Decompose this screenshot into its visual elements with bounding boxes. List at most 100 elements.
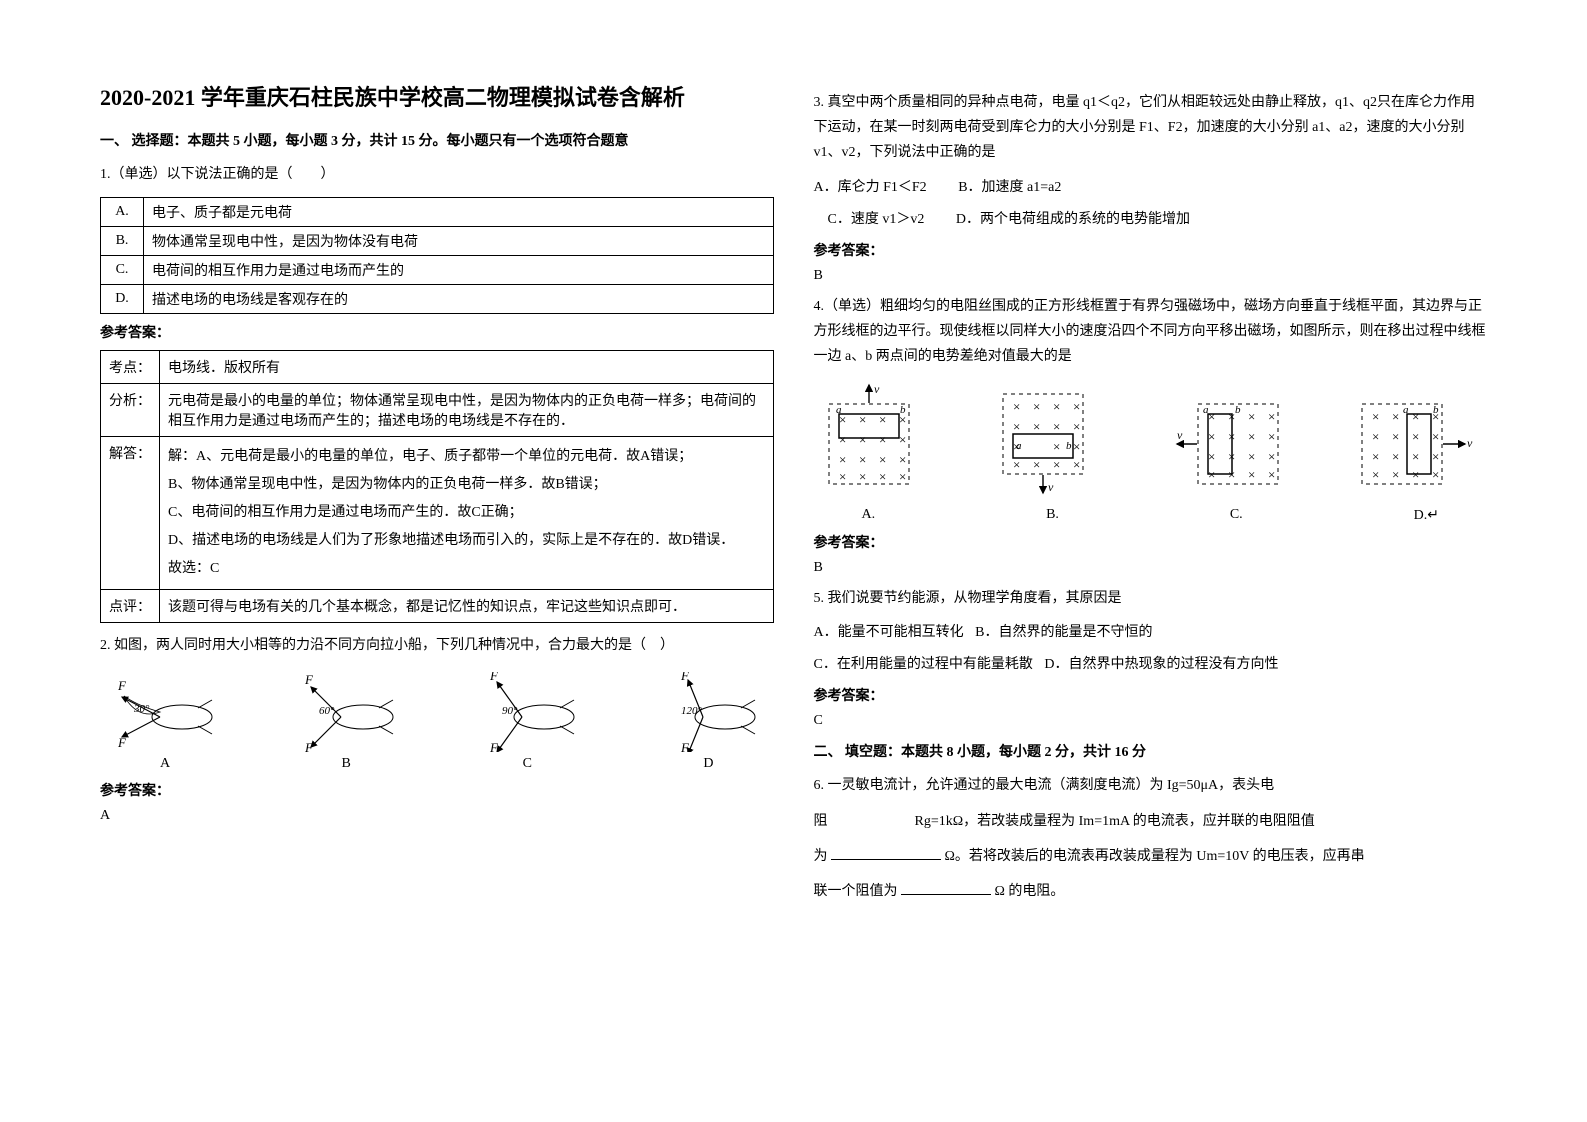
q6-text: Rg=1kΩ，若改装成量程为 Im=1mA 的电流表，应并联的电阻阻值 (915, 814, 1315, 829)
svg-text:×: × (1033, 457, 1040, 472)
q6-line2: 阻 Rg=1kΩ，若改装成量程为 Im=1mA 的电流表，应并联的电阻阻值 (814, 809, 1488, 834)
solve-line: B、物体通常呈现电中性，是因为物体内的正负电荷一样多．故B错误； (168, 471, 765, 499)
frame-fig-b: ×××× ×××× ××× ×××× a b v (988, 379, 1108, 503)
opt-label: A. (101, 198, 144, 227)
q2-answer: A (100, 808, 774, 824)
svg-text:v: v (1177, 428, 1183, 442)
svg-text:×: × (1248, 429, 1255, 444)
q4-cap-b: B. (1046, 507, 1059, 524)
svg-text:×: × (1372, 467, 1379, 482)
q3-options-2: C．速度 v1＞v2 D．两个电荷组成的系统的电势能增加 (814, 208, 1488, 228)
row-label: 解答： (101, 437, 160, 590)
svg-text:×: × (1033, 399, 1040, 414)
svg-text:b: b (900, 404, 906, 416)
opt: C．速度 v1＞v2 (828, 208, 925, 228)
svg-text:×: × (1053, 439, 1060, 454)
row-label: 点评： (101, 590, 160, 623)
opt-text: 物体通常呈现电中性，是因为物体没有电荷 (144, 227, 774, 256)
svg-text:60°: 60° (319, 705, 335, 717)
q3-options-1: A．库仑力 F1＜F2 B．加速度 a1=a2 (814, 176, 1488, 196)
opt: D．自然界中热现象的过程没有方向性 (1044, 653, 1278, 673)
page: 2020-2021 学年重庆石柱民族中学校高二物理模拟试卷含解析 一、 选择题：… (0, 0, 1587, 994)
svg-text:v: v (1467, 436, 1473, 450)
q4-figures: × × × × × × × × × × × × × × × × a b v × × × × × × × × (814, 379, 1488, 503)
svg-text:30°: 30° (133, 703, 150, 715)
solve-line: 故选：C (168, 555, 765, 583)
solve-line: 解：A、元电荷是最小的电量的单位，电子、质子都带一个单位的元电荷．故A错误； (168, 443, 765, 471)
svg-text:×: × (1432, 449, 1439, 464)
q6-text: 为 (814, 849, 828, 864)
svg-text:×: × (1053, 419, 1060, 434)
svg-text:F: F (680, 672, 690, 683)
frame-fig-c: ×××× ×××× ×××× ×××× a b v (1163, 389, 1293, 503)
q2-figures: F F 30° A F F 60° (100, 672, 774, 772)
svg-text:F: F (117, 735, 127, 750)
left-column: 2020-2021 学年重庆石柱民族中学校高二物理模拟试卷含解析 一、 选择题：… (100, 80, 774, 914)
svg-text:×: × (879, 432, 886, 447)
svg-text:×: × (1208, 409, 1215, 424)
svg-text:F: F (680, 740, 690, 752)
svg-text:×: × (859, 432, 866, 447)
opt-text: 电子、质子都是元电荷 (144, 198, 774, 227)
frame-fig-a: ×××× ×××× ×××× ×××× a b v (814, 379, 934, 503)
opt: D．两个电荷组成的系统的电势能增加 (956, 208, 1190, 228)
svg-text:×: × (1392, 467, 1399, 482)
svg-text:×: × (1208, 449, 1215, 464)
svg-text:×: × (1372, 449, 1379, 464)
q1-options-table: A.电子、质子都是元电荷 B.物体通常呈现电中性，是因为物体没有电荷 C.电荷间… (100, 197, 774, 314)
svg-text:×: × (1033, 419, 1040, 434)
svg-text:a: a (1016, 440, 1022, 452)
opt: B．自然界的能量是不守恒的 (975, 621, 1152, 641)
q4-answer-label: 参考答案： (814, 532, 1488, 552)
solve-line: C、电荷间的相互作用力是通过电场而产生的．故C正确； (168, 499, 765, 527)
q5-answer-label: 参考答案： (814, 685, 1488, 705)
svg-text:×: × (859, 469, 866, 484)
q3-stem: 3. 真空中两个质量相同的异种点电荷，电量 q1＜q2，它们从相距较远处由静止释… (814, 90, 1488, 166)
svg-text:F: F (304, 672, 314, 687)
fill-blank[interactable] (831, 845, 941, 860)
fill-blank[interactable] (901, 880, 991, 895)
svg-text:×: × (1248, 449, 1255, 464)
svg-text:F: F (117, 678, 127, 693)
svg-text:b: b (1066, 440, 1072, 452)
svg-text:×: × (1392, 449, 1399, 464)
q5-options-1: A．能量不可能相互转化 B．自然界的能量是不守恒的 (814, 621, 1488, 641)
svg-text:×: × (899, 452, 906, 467)
svg-text:F: F (304, 740, 314, 752)
row-content: 该题可得与电场有关的几个基本概念，都是记忆性的知识点，牢记这些知识点即可． (160, 590, 774, 623)
svg-text:×: × (879, 469, 886, 484)
q6-text: 阻 (814, 814, 828, 829)
opt-text: 电荷间的相互作用力是通过电场而产生的 (144, 256, 774, 285)
svg-text:×: × (1268, 467, 1275, 482)
boat-caption: A (110, 756, 220, 772)
svg-text:×: × (1013, 457, 1020, 472)
row-label: 分析： (101, 384, 160, 437)
boat-fig-a: F F 30° A (110, 672, 220, 772)
q2-stem: 2. 如图，两人同时用大小相等的力沿不同方向拉小船，下列几种情况中，合力最大的是… (100, 633, 774, 658)
svg-text:×: × (1268, 449, 1275, 464)
svg-text:×: × (1013, 399, 1020, 414)
svg-text:×: × (1053, 457, 1060, 472)
boat-fig-c: F F 90° C (472, 672, 582, 772)
opt: A．能量不可能相互转化 (814, 621, 964, 641)
svg-text:a: a (1203, 404, 1209, 416)
q3-answer-label: 参考答案： (814, 240, 1488, 260)
q1-stem: 1.（单选）以下说法正确的是（ ） (100, 162, 774, 187)
svg-text:F: F (489, 740, 499, 752)
q5-options-2: C．在利用能量的过程中有能量耗散 D．自然界中热现象的过程没有方向性 (814, 653, 1488, 673)
svg-text:×: × (1392, 409, 1399, 424)
section1-heading: 一、 选择题：本题共 5 小题，每小题 3 分，共计 15 分。每小题只有一个选… (100, 130, 774, 150)
svg-text:×: × (1372, 429, 1379, 444)
svg-text:×: × (839, 452, 846, 467)
boat-svg: F F 60° (291, 672, 401, 752)
q5-stem: 5. 我们说要节约能源，从物理学角度看，其原因是 (814, 586, 1488, 611)
opt: C．在利用能量的过程中有能量耗散 (814, 653, 1033, 673)
q6-line4: 联一个阻值为 Ω 的电阻。 (814, 879, 1488, 904)
svg-text:v: v (1048, 480, 1054, 494)
boat-svg: F F 90° (472, 672, 582, 752)
q3-answer: B (814, 268, 1488, 284)
boat-svg: F F 120° (653, 672, 763, 752)
svg-text:×: × (879, 452, 886, 467)
svg-text:×: × (1073, 399, 1080, 414)
boat-caption: B (291, 756, 401, 772)
